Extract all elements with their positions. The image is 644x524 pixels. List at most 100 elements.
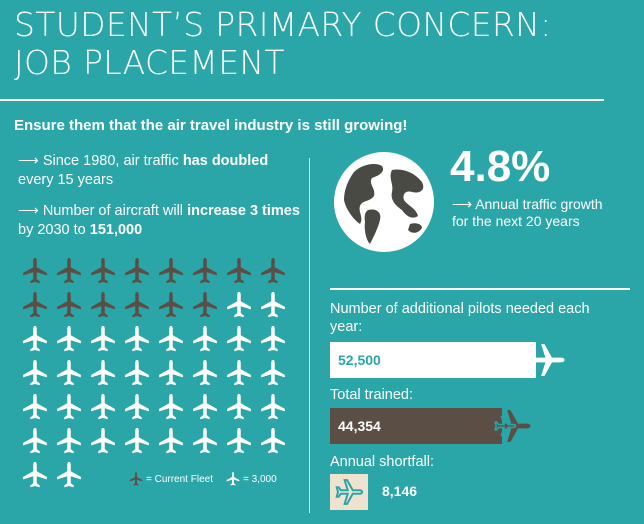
pilots-needed-label: Number of additional pilots needed each … [330,301,590,335]
airplane-icon [193,359,217,386]
future-fleet-plane [120,322,154,356]
future-fleet-plane [52,458,86,492]
future-fleet-plane [188,356,222,390]
legend-unit: = 3,000 [225,471,277,487]
total-trained-value: 44,354 [338,418,381,434]
airplane-icon [57,393,81,420]
airplane-icon [227,359,251,386]
future-fleet-plane [188,424,222,458]
airplane-icon [23,325,47,352]
arrow-icon: ⟶ [18,203,39,219]
plane-row [18,254,298,288]
current-fleet-plane [86,254,120,288]
airplane-icon [23,393,47,420]
airplane-icon [159,291,183,318]
globe-icon [334,152,434,252]
airplane-icon [227,427,251,454]
current-fleet-plane [52,254,86,288]
future-fleet-plane [222,322,256,356]
future-fleet-plane [222,288,256,322]
airplane-icon [159,359,183,386]
total-trained-bar: 44,354 [330,408,502,444]
future-fleet-plane [52,390,86,424]
shortfall-value: 8,146 [382,483,418,499]
airplane-icon [159,257,183,284]
airplane-icon [261,325,285,352]
future-fleet-plane [188,390,222,424]
future-fleet-plane [18,458,52,492]
fact-text: Number of aircraft will [42,203,188,219]
plane-row [18,322,298,356]
current-fleet-plane [86,288,120,322]
future-fleet-plane [120,424,154,458]
airplane-icon [261,257,285,284]
title-divider [0,99,604,101]
future-fleet-plane [188,322,222,356]
airplane-icon [226,472,240,486]
future-fleet-plane [86,322,120,356]
growth-percentage: 4.8% [450,142,551,191]
airplane-icon [227,325,251,352]
fleet-legend: = Current Fleet = 3,000 [128,471,289,487]
pilots-needed-value: 52,500 [338,352,381,368]
fact-text: by 2030 to [18,222,90,238]
plane-row [18,390,298,424]
shortfall-label: Annual shortfall: [330,454,434,470]
airplane-icon [57,291,81,318]
airplane-icon [91,427,115,454]
fact-bold: increase 3 times [187,203,300,219]
airplane-icon [91,359,115,386]
airplane-icon [530,344,565,376]
plane-row [18,288,298,322]
airplane-icon [193,257,217,284]
future-fleet-plane [154,390,188,424]
title-line-1: STUDENT’S PRIMARY CONCERN: [14,5,552,44]
future-fleet-plane [256,322,290,356]
airplane-icon [23,291,47,318]
future-fleet-plane [154,322,188,356]
fact-text: Since 1980, air traffic [42,153,183,169]
airplane-icon [91,291,115,318]
future-fleet-plane [52,424,86,458]
future-fleet-plane [222,424,256,458]
airplane-icon [23,359,47,386]
future-fleet-plane [18,356,52,390]
airplane-icon [91,325,115,352]
current-fleet-plane [18,254,52,288]
title-line-2: JOB PLACEMENT [14,43,285,82]
airplane-icon [261,427,285,454]
future-fleet-plane [52,322,86,356]
airplane-icon [261,393,285,420]
airplane-icon [159,393,183,420]
current-fleet-plane [154,288,188,322]
airplane-icon [193,427,217,454]
column-divider [309,158,310,513]
fact-bold: 151,000 [89,222,143,238]
future-fleet-plane [86,424,120,458]
future-fleet-plane [256,356,290,390]
airplane-icon [125,325,149,352]
airplane-icon [159,325,183,352]
current-fleet-plane [188,254,222,288]
future-fleet-plane [18,390,52,424]
airplane-icon [57,325,81,352]
airplane-icon [159,427,183,454]
total-trained-label: Total trained: [330,387,414,403]
fleet-plane-grid [18,254,298,492]
current-fleet-plane [18,288,52,322]
fact-aircraft-count: ⟶ Number of aircraft will increase 3 tim… [18,202,303,240]
page-title: STUDENT’S PRIMARY CONCERN: JOB PLACEMENT [14,6,634,82]
airplane-icon [57,427,81,454]
current-fleet-plane [52,288,86,322]
airplane-icon [227,291,251,318]
future-fleet-plane [18,322,52,356]
fact-text: every 15 years [18,172,114,188]
airplane-icon [125,427,149,454]
subtitle: Ensure them that the air travel industry… [14,117,408,134]
future-fleet-plane [120,356,154,390]
airplane-icon [23,461,47,488]
airplane-icon [227,393,251,420]
current-fleet-plane [120,254,154,288]
future-fleet-plane [86,390,120,424]
current-fleet-plane [256,254,290,288]
